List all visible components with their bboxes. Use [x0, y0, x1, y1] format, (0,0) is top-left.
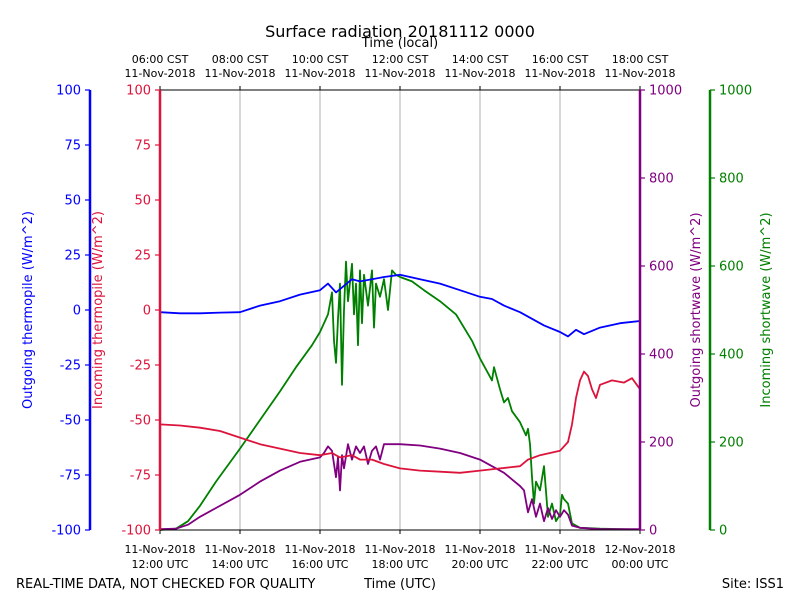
outgoing-thermopile-tick-label: -100 — [51, 524, 81, 539]
top-tick-time: 12:00 CST — [372, 53, 429, 66]
outgoing-shortwave-tick-label: 600 — [649, 260, 674, 275]
top-tick-date: 11-Nov-2018 — [604, 67, 675, 80]
bottom-tick-date: 11-Nov-2018 — [444, 543, 515, 556]
outgoing-thermopile-tick-label: 25 — [64, 249, 81, 264]
incoming-thermopile-tick-label: -25 — [130, 359, 151, 374]
bottom-axis-label: Time (UTC) — [363, 577, 436, 592]
outgoing-thermopile-tick-label: 0 — [73, 304, 81, 319]
incoming-shortwave-tick-label: 800 — [719, 172, 744, 187]
grid-lines — [240, 90, 560, 530]
bottom-tick-date: 12-Nov-2018 — [604, 543, 675, 556]
outgoing-thermopile-axis-label: Outgoing thermopile (W/m^2) — [21, 211, 36, 409]
top-tick-time: 06:00 CST — [132, 53, 189, 66]
incoming-thermopile-tick-label: 50 — [134, 194, 151, 209]
outgoing-shortwave-tick-label: 400 — [649, 348, 674, 363]
bottom-tick-time: 16:00 UTC — [291, 558, 348, 571]
incoming-shortwave-tick-label: 0 — [719, 524, 727, 539]
incoming-thermopile-tick-label: 0 — [143, 304, 151, 319]
bottom-tick-date: 11-Nov-2018 — [364, 543, 435, 556]
incoming-thermopile-tick-label: -50 — [130, 414, 151, 429]
top-tick-date: 11-Nov-2018 — [444, 67, 515, 80]
outgoing-thermopile-tick-label: 100 — [56, 84, 81, 99]
chart: 06:00 CST11-Nov-201808:00 CST11-Nov-2018… — [0, 0, 800, 600]
top-tick-date: 11-Nov-2018 — [124, 67, 195, 80]
bottom-tick-date: 11-Nov-2018 — [284, 543, 355, 556]
top-tick-time: 14:00 CST — [452, 53, 509, 66]
bottom-tick-time: 22:00 UTC — [531, 558, 588, 571]
top-tick-date: 11-Nov-2018 — [204, 67, 275, 80]
incoming-shortwave-tick-label: 200 — [719, 436, 744, 451]
top-tick-date: 11-Nov-2018 — [284, 67, 355, 80]
bottom-tick-time: 12:00 UTC — [131, 558, 188, 571]
outgoing-shortwave-axis-label: Outgoing shortwave (W/m^2) — [689, 212, 704, 407]
bottom-tick-time: 00:00 UTC — [611, 558, 668, 571]
incoming-thermopile-tick-label: 75 — [134, 139, 151, 154]
incoming-shortwave-tick-label: 400 — [719, 348, 744, 363]
bottom-tick-time: 20:00 UTC — [451, 558, 508, 571]
outgoing-thermopile-tick-label: 50 — [64, 194, 81, 209]
incoming-thermopile-tick-label: 100 — [126, 84, 151, 99]
incoming-shortwave-axis-label: Incoming shortwave (W/m^2) — [759, 212, 774, 407]
footer-left: REAL-TIME DATA, NOT CHECKED FOR QUALITY — [16, 577, 315, 592]
outgoing-shortwave-tick-label: 0 — [649, 524, 657, 539]
outgoing-thermopile-tick-label: -75 — [60, 469, 81, 484]
outgoing-shortwave-tick-label: 200 — [649, 436, 674, 451]
incoming-shortwave-tick-label: 1000 — [719, 84, 752, 99]
incoming-thermopile-axis-label: Incoming thermopile (W/m^2) — [91, 211, 106, 409]
incoming-thermopile-tick-label: -75 — [130, 469, 151, 484]
top-tick-time: 10:00 CST — [292, 53, 349, 66]
top-tick-time: 18:00 CST — [612, 53, 669, 66]
footer-right: Site: ISS1 — [722, 577, 784, 592]
top-tick-time: 08:00 CST — [212, 53, 269, 66]
bottom-tick-time: 14:00 UTC — [211, 558, 268, 571]
top-axis-label: Time (local) — [361, 36, 438, 51]
outgoing-thermopile-tick-label: 75 — [64, 139, 81, 154]
top-tick-time: 16:00 CST — [532, 53, 589, 66]
outgoing-thermopile-tick-label: -50 — [60, 414, 81, 429]
bottom-tick-date: 11-Nov-2018 — [124, 543, 195, 556]
incoming-thermopile-tick-label: -100 — [121, 524, 151, 539]
outgoing-thermopile-tick-label: -25 — [60, 359, 81, 374]
top-tick-date: 11-Nov-2018 — [524, 67, 595, 80]
incoming-thermopile-tick-label: 25 — [134, 249, 151, 264]
bottom-tick-time: 18:00 UTC — [371, 558, 428, 571]
bottom-tick-date: 11-Nov-2018 — [524, 543, 595, 556]
outgoing-shortwave-tick-label: 1000 — [649, 84, 682, 99]
incoming-shortwave-tick-label: 600 — [719, 260, 744, 275]
outgoing-shortwave-tick-label: 800 — [649, 172, 674, 187]
bottom-tick-date: 11-Nov-2018 — [204, 543, 275, 556]
top-tick-date: 11-Nov-2018 — [364, 67, 435, 80]
